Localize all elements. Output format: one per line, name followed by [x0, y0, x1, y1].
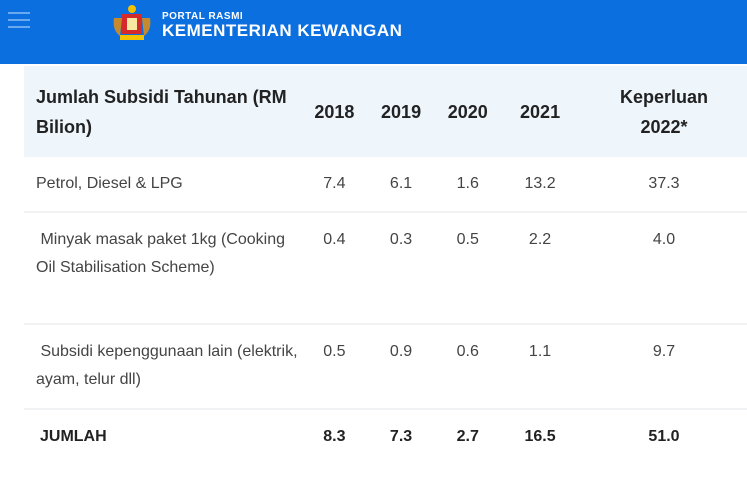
cell: 0.6 [434, 324, 502, 410]
cell: 1.1 [501, 324, 598, 410]
ministry-title[interactable]: KEMENTERIAN KEWANGAN [162, 21, 403, 40]
header-label: Jumlah Subsidi Tahunan (RM Bilion) [24, 66, 301, 157]
portal-label: PORTAL RASMI [162, 11, 244, 22]
row-label: Petrol, Diesel & LPG [24, 157, 301, 213]
subsidy-table: Jumlah Subsidi Tahunan (RM Bilion) 2018 … [24, 66, 747, 463]
table-row: Petrol, Diesel & LPG 7.4 6.1 1.6 13.2 37… [24, 157, 747, 213]
header-2021: 2021 [501, 66, 598, 157]
cell: 51.0 [648, 428, 680, 445]
table-row: Minyak masak paket 1kg (Cooking Oil Stab… [24, 212, 747, 325]
cell: 6.1 [367, 157, 435, 213]
total-label: JUMLAH [40, 428, 107, 445]
cell: 13.2 [501, 157, 598, 213]
row-label: Subsidi kepenggunaan lain (elektrik, aya… [24, 324, 301, 410]
cell: 2.7 [456, 428, 479, 445]
cell: 16.5 [524, 428, 556, 445]
cell: 8.3 [323, 428, 346, 445]
table-header-row: Jumlah Subsidi Tahunan (RM Bilion) 2018 … [24, 66, 747, 157]
cell: 0.3 [367, 212, 435, 325]
cell: 0.5 [434, 212, 502, 325]
top-bar: PORTAL RASMI KEMENTERIAN KEWANGAN [0, 0, 747, 64]
header-2018: 2018 [301, 66, 368, 157]
header-2020: 2020 [434, 66, 502, 157]
cell: 0.9 [367, 324, 435, 410]
hamburger-menu-icon[interactable] [8, 12, 30, 30]
table-row: Subsidi kepenggunaan lain (elektrik, aya… [24, 324, 747, 410]
cell: 9.7 [598, 324, 747, 410]
cell: 4.0 [598, 212, 747, 325]
cell: 7.4 [301, 157, 368, 213]
cell: 0.4 [301, 212, 368, 325]
cell: 37.3 [598, 157, 747, 213]
cell: 1.6 [434, 157, 502, 213]
coat-of-arms-logo [113, 5, 151, 40]
header-2019: 2019 [367, 66, 435, 157]
cell: 7.3 [389, 428, 413, 445]
row-label: Minyak masak paket 1kg (Cooking Oil Stab… [24, 212, 301, 325]
cell: 2.2 [501, 212, 598, 325]
cell: 0.5 [301, 324, 368, 410]
header-2022: Keperluan 2022* [598, 66, 747, 157]
total-row: JUMLAH 8.3 7.3 2.7 16.5 51.0 [24, 409, 747, 463]
